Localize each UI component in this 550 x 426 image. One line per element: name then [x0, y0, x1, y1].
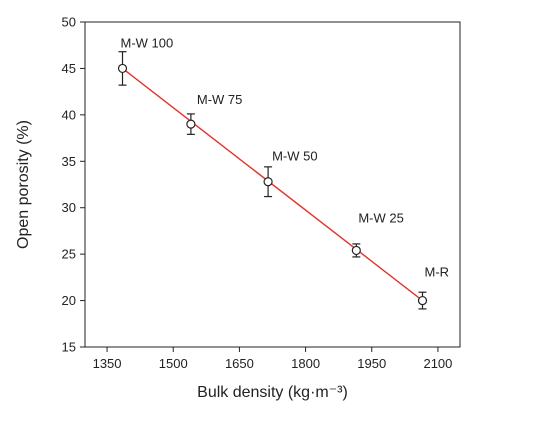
y-tick-label: 40	[62, 107, 76, 122]
y-tick-label: 45	[62, 61, 76, 76]
fit-line	[122, 67, 423, 302]
point-label: M-W 50	[272, 149, 318, 164]
marker	[417, 295, 428, 306]
x-tick-label: 1950	[357, 356, 386, 371]
y-tick-label: 35	[62, 154, 76, 169]
data-point-3	[263, 166, 273, 198]
data-points	[117, 51, 428, 310]
point-label: M-W 100	[121, 35, 174, 50]
x-tick-label: 1350	[93, 356, 122, 371]
y-axis-ticks: 15 20 25 30 35 40 45 50	[62, 15, 85, 355]
marker	[186, 119, 196, 129]
x-tick-label: 1500	[159, 356, 188, 371]
x-tick-label: 1650	[225, 356, 254, 371]
data-point-1	[117, 51, 128, 86]
y-axis-label: Open porosity (%)	[15, 120, 32, 249]
point-labels: M-W 100 M-W 75 M-W 50 M-W 25 M-R	[121, 35, 450, 279]
marker	[263, 177, 273, 187]
x-tick-label: 1800	[291, 356, 320, 371]
x-axis-ticks: 1350 1500 1650 1800 1950 2100	[93, 347, 452, 371]
point-label: M-W 75	[197, 92, 243, 107]
point-label: M-W 25	[358, 210, 404, 225]
fit-line-group	[122, 67, 423, 302]
y-tick-label: 15	[62, 340, 76, 355]
y-tick-label: 50	[62, 15, 76, 30]
x-axis-label: Bulk density (kg·m⁻³)	[197, 384, 348, 401]
y-tick-label: 20	[62, 293, 76, 308]
data-point-5	[417, 291, 428, 310]
data-point-4	[351, 243, 361, 258]
plot-frame	[84, 21, 461, 348]
marker	[351, 245, 361, 256]
y-tick-label: 25	[62, 247, 76, 262]
x-tick-label: 2100	[423, 356, 452, 371]
plot-area-border	[84, 21, 461, 348]
data-point-2	[186, 113, 196, 135]
marker	[117, 63, 128, 74]
y-tick-label: 30	[62, 200, 76, 215]
point-label: M-R	[425, 265, 450, 280]
